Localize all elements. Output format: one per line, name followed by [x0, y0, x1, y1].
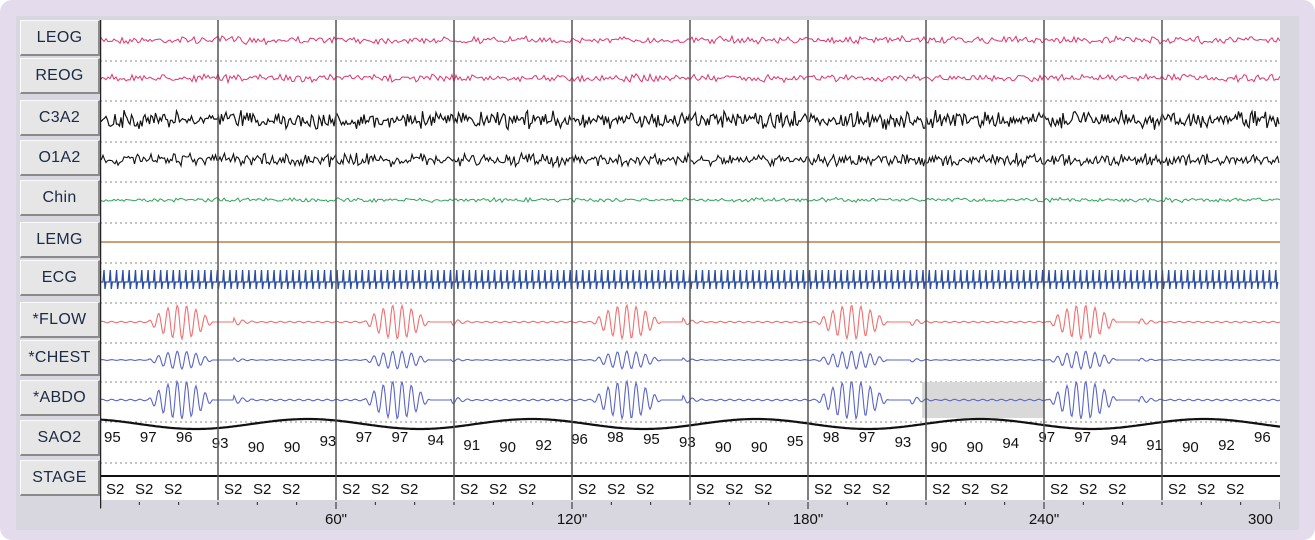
stage-value-label: S2: [106, 481, 124, 498]
sao2-value-label: 90: [248, 439, 265, 456]
sao2-value-label: 94: [427, 432, 444, 449]
sao2-value-label: 96: [1254, 429, 1271, 446]
channel-label-ecg[interactable]: ECG: [20, 260, 100, 296]
sao2-value-label: 96: [571, 431, 588, 448]
stage-value-label: S2: [518, 481, 536, 498]
stage-value-label: S2: [990, 481, 1008, 498]
polysomnogram-panel: LEOG REOG C3A2 O1A2 Chin LEMG ECG *FLOW …: [16, 16, 1299, 530]
channel-label-o1a2[interactable]: O1A2: [20, 140, 100, 176]
sao2-value-label: 98: [607, 429, 624, 446]
channel-label-flow[interactable]: *FLOW: [20, 302, 100, 338]
sao2-value-label: 95: [643, 431, 660, 448]
stage-value-label: S2: [400, 481, 418, 498]
sao2-value-label: 92: [535, 437, 552, 454]
stage-value-label: S2: [1108, 481, 1126, 498]
sao2-value-label: 92: [1218, 437, 1235, 454]
stage-value-label: S2: [578, 481, 596, 498]
stage-value-label: S2: [607, 481, 625, 498]
x-axis-tick-label: 300: [1248, 511, 1273, 526]
channel-label-chest[interactable]: *CHEST: [20, 340, 100, 376]
stage-value-label: S2: [696, 481, 714, 498]
x-axis-tick-label: 180": [793, 511, 823, 526]
stage-value-label: S2: [636, 481, 654, 498]
sao2-value-label: 97: [859, 429, 876, 446]
sao2-value-label: 97: [140, 429, 157, 446]
sao2-value-label: 94: [1110, 432, 1127, 449]
sao2-value-label: 97: [356, 429, 373, 446]
stage-value-label: S2: [164, 481, 182, 498]
x-axis-tick-label: 60": [325, 511, 347, 526]
stage-value-label: S2: [843, 481, 861, 498]
sao2-value-label: 93: [679, 434, 696, 451]
stage-value-label: S2: [1226, 481, 1244, 498]
stage-value-label: S2: [1168, 481, 1186, 498]
sao2-value-label: 97: [392, 429, 409, 446]
stage-value-label: S2: [814, 481, 832, 498]
channel-label-reog[interactable]: REOG: [20, 58, 100, 94]
stage-value-label: S2: [282, 481, 300, 498]
x-axis-tick-label: 240": [1029, 511, 1059, 526]
sao2-value-label: 95: [787, 433, 804, 450]
sao2-value-label: 93: [320, 433, 337, 450]
sao2-value-label: 90: [284, 439, 301, 456]
sao2-value-label: 98: [823, 429, 840, 446]
sao2-value-label: 93: [212, 435, 229, 452]
sao2-value-label: 94: [1002, 435, 1019, 452]
stage-value-label: S2: [460, 481, 478, 498]
stage-value-label: S2: [342, 481, 360, 498]
stage-value-label: S2: [224, 481, 242, 498]
sao2-value-label: 93: [895, 434, 912, 451]
channel-label-c3a2[interactable]: C3A2: [20, 100, 100, 136]
sao2-value-label: 97: [1074, 429, 1091, 446]
stage-value-label: S2: [932, 481, 950, 498]
channel-label-sao2[interactable]: SAO2: [20, 420, 100, 456]
sao2-value-label: 90: [967, 439, 984, 456]
channel-label-leog[interactable]: LEOG: [20, 20, 100, 56]
channel-label-lemg[interactable]: LEMG: [20, 222, 100, 258]
stage-value-label: S2: [253, 481, 271, 498]
sao2-value-label: 95: [104, 429, 121, 446]
sao2-value-label: 90: [499, 439, 516, 456]
signal-plot: 95 97 96 93 90 90 93 97 97 94 91 90 92 96 98 95 93 90 90 95…: [100, 20, 1280, 526]
channel-label-chin[interactable]: Chin: [20, 180, 100, 216]
sao2-value-label: 90: [1182, 439, 1199, 456]
stage-value-label: S2: [1050, 481, 1068, 498]
channel-labels: LEOG REOG C3A2 O1A2 Chin LEMG ECG *FLOW …: [20, 16, 104, 516]
stage-value-label: S2: [1197, 481, 1215, 498]
sao2-value-label: 90: [715, 439, 732, 456]
stage-value-label: S2: [135, 481, 153, 498]
stage-value-label: S2: [489, 481, 507, 498]
stage-value-label: S2: [872, 481, 890, 498]
x-axis-tick-label: 120": [557, 511, 587, 526]
sao2-value-label: 90: [931, 439, 948, 456]
stage-value-label: S2: [1079, 481, 1097, 498]
sao2-value-label: 97: [1038, 429, 1055, 446]
stage-value-label: S2: [754, 481, 772, 498]
sao2-value-label: 91: [1146, 437, 1163, 454]
stage-value-label: S2: [371, 481, 389, 498]
channel-label-abdo[interactable]: *ABDO: [20, 380, 100, 416]
stage-value-label: S2: [961, 481, 979, 498]
stage-value-label: S2: [725, 481, 743, 498]
channel-label-stage[interactable]: STAGE: [20, 460, 100, 496]
sao2-value-label: 91: [463, 437, 480, 454]
sao2-value-label: 90: [751, 439, 768, 456]
sao2-value-label: 96: [176, 429, 193, 446]
